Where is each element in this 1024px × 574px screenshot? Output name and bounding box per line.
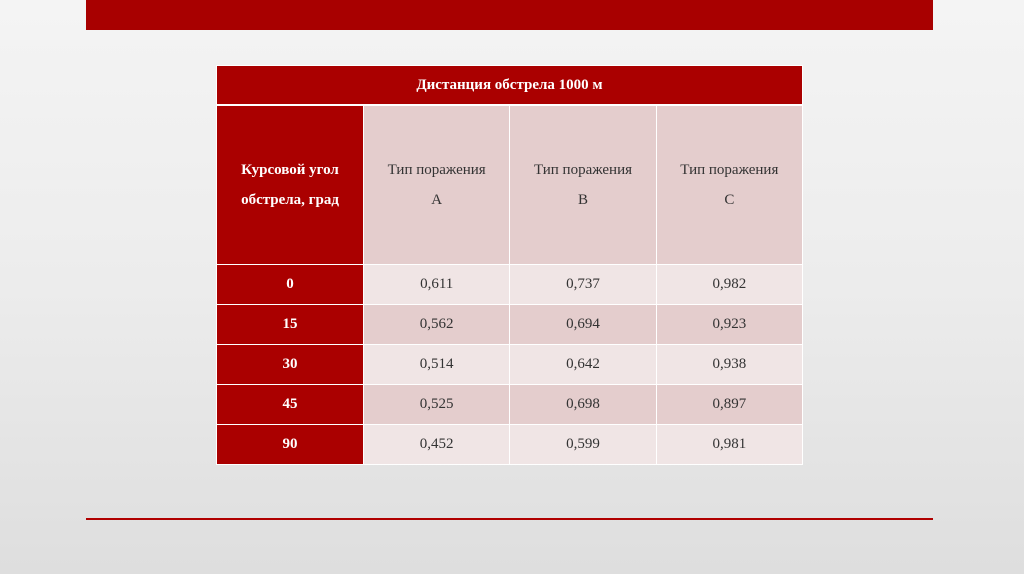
value-cell: 0,642: [509, 344, 657, 385]
column-header-type: А: [431, 192, 443, 208]
value-cell: 0,698: [509, 384, 657, 425]
angle-cell: 15: [216, 304, 364, 345]
value-cell: 0,562: [362, 304, 511, 345]
value-cell: 0,938: [655, 344, 804, 385]
value-cell: 0,525: [362, 384, 511, 425]
table-row: 90 0,452 0,599 0,981: [216, 424, 804, 465]
angle-cell: 45: [216, 384, 364, 425]
column-header-c: Тип поражения С: [655, 104, 804, 265]
table-title: Дистанция обстрела 1000 м: [216, 65, 803, 106]
value-cell: 0,981: [655, 424, 804, 465]
value-cell: 0,599: [509, 424, 657, 465]
top-accent-bar: [86, 0, 933, 30]
value-cell: 0,923: [655, 304, 804, 345]
value-cell: 0,737: [509, 264, 657, 305]
value-cell: 0,897: [655, 384, 804, 425]
header-row: Курсовой угол обстрела, град Тип поражени…: [216, 104, 804, 265]
value-cell: 0,514: [362, 344, 511, 385]
column-header-label: Тип поражения: [680, 162, 779, 178]
column-header-type: С: [724, 192, 735, 208]
angle-cell: 90: [216, 424, 364, 465]
value-cell: 0,611: [362, 264, 511, 305]
row-header-cell: Курсовой угол обстрела, град: [216, 104, 364, 265]
value-cell: 0,982: [655, 264, 804, 305]
data-table: Дистанция обстрела 1000 м Курсовой угол о…: [216, 65, 804, 465]
bottom-divider-line: [86, 518, 933, 520]
column-header-label: Тип поражения: [387, 162, 486, 178]
value-cell: 0,452: [362, 424, 511, 465]
row-header-line1: Курсовой угол: [241, 162, 339, 178]
table-row: 0 0,611 0,737 0,982: [216, 264, 804, 305]
column-header-label: Тип поражения: [533, 162, 633, 178]
table-row: 30 0,514 0,642 0,938: [216, 344, 804, 385]
angle-cell: 30: [216, 344, 364, 385]
table-row: 45 0,525 0,698 0,897: [216, 384, 804, 425]
column-header-type: В: [577, 192, 588, 208]
column-header-b: Тип поражения В: [509, 104, 657, 265]
column-header-a: Тип поражения А: [362, 104, 511, 265]
row-header-line2: обстрела, град: [241, 192, 339, 208]
table-row: 15 0,562 0,694 0,923: [216, 304, 804, 345]
value-cell: 0,694: [509, 304, 657, 345]
angle-cell: 0: [216, 264, 364, 305]
